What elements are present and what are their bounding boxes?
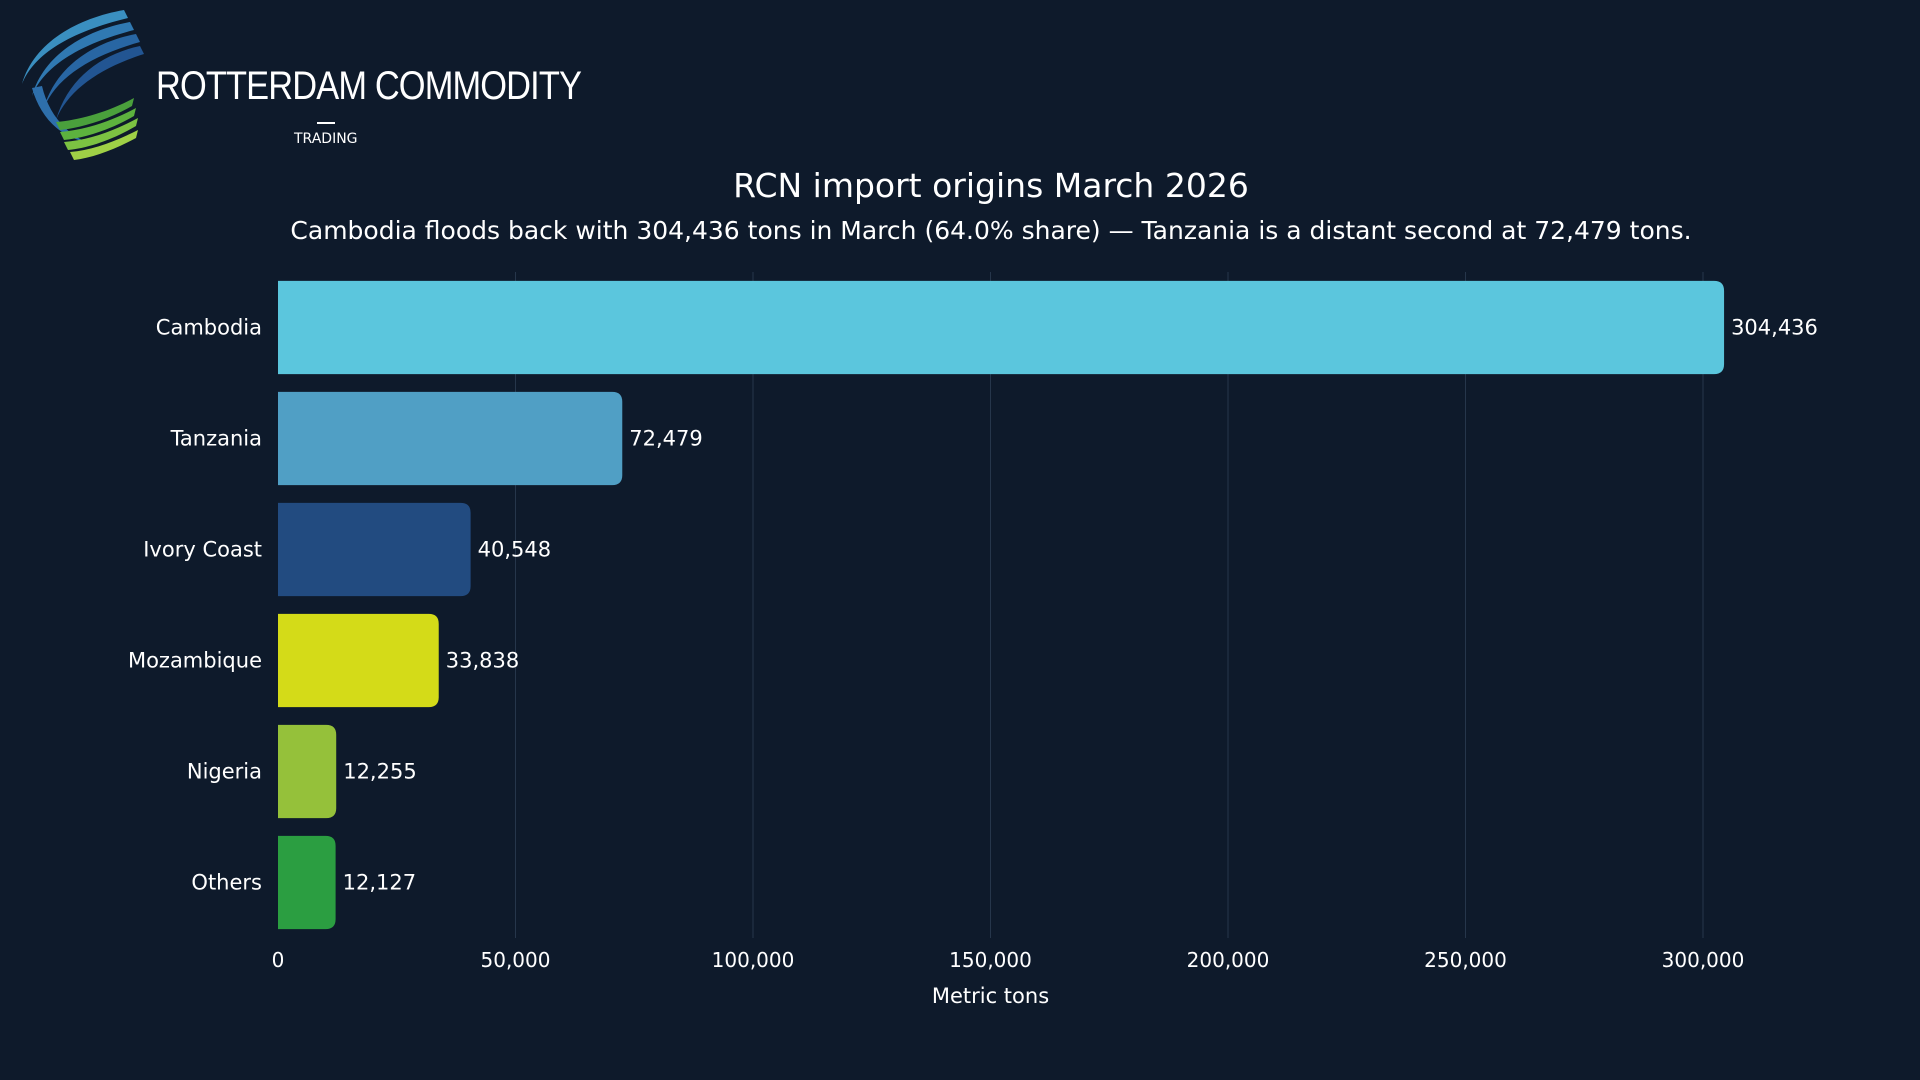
category-label-0: Cambodia <box>156 316 262 340</box>
data-label-2: 40,548 <box>478 538 551 562</box>
chart-title: RCN import origins March 2026 <box>733 166 1249 205</box>
category-label-1: Tanzania <box>170 427 262 451</box>
logo-tagline: TRADING <box>294 131 358 147</box>
data-label-0: 304,436 <box>1731 316 1818 340</box>
category-label-5: Others <box>191 871 262 895</box>
bar-0 <box>278 280 1725 375</box>
data-label-5: 12,127 <box>343 871 416 895</box>
x-axis-label: Metric tons <box>932 984 1049 1008</box>
company-logo: ROTTERDAM COMMODITY TRADING <box>16 8 582 168</box>
category-label-3: Mozambique <box>128 649 262 673</box>
bar-1 <box>278 391 623 486</box>
x-tick-label-6: 300,000 <box>1662 948 1745 972</box>
x-tick-label-5: 250,000 <box>1424 948 1507 972</box>
data-label-4: 12,255 <box>343 760 416 784</box>
bar-4 <box>278 724 337 819</box>
category-label-2: Ivory Coast <box>143 538 262 562</box>
logo-divider <box>317 122 335 124</box>
logo-swoosh-icon <box>22 10 144 160</box>
x-tick-label-2: 100,000 <box>712 948 795 972</box>
data-label-3: 33,838 <box>446 649 519 673</box>
x-tick-label-0: 0 <box>272 948 285 972</box>
chart-subtitle: Cambodia floods back with 304,436 tons i… <box>290 216 1692 245</box>
bar-3 <box>278 613 439 708</box>
category-label-4: Nigeria <box>187 760 262 784</box>
x-tick-label-1: 50,000 <box>481 948 551 972</box>
data-label-1: 72,479 <box>629 427 702 451</box>
bar-2 <box>278 502 471 597</box>
x-tick-label-4: 200,000 <box>1187 948 1270 972</box>
bar-5 <box>278 835 336 930</box>
x-tick-label-3: 150,000 <box>949 948 1032 972</box>
logo-company-name: ROTTERDAM COMMODITY <box>156 64 582 108</box>
